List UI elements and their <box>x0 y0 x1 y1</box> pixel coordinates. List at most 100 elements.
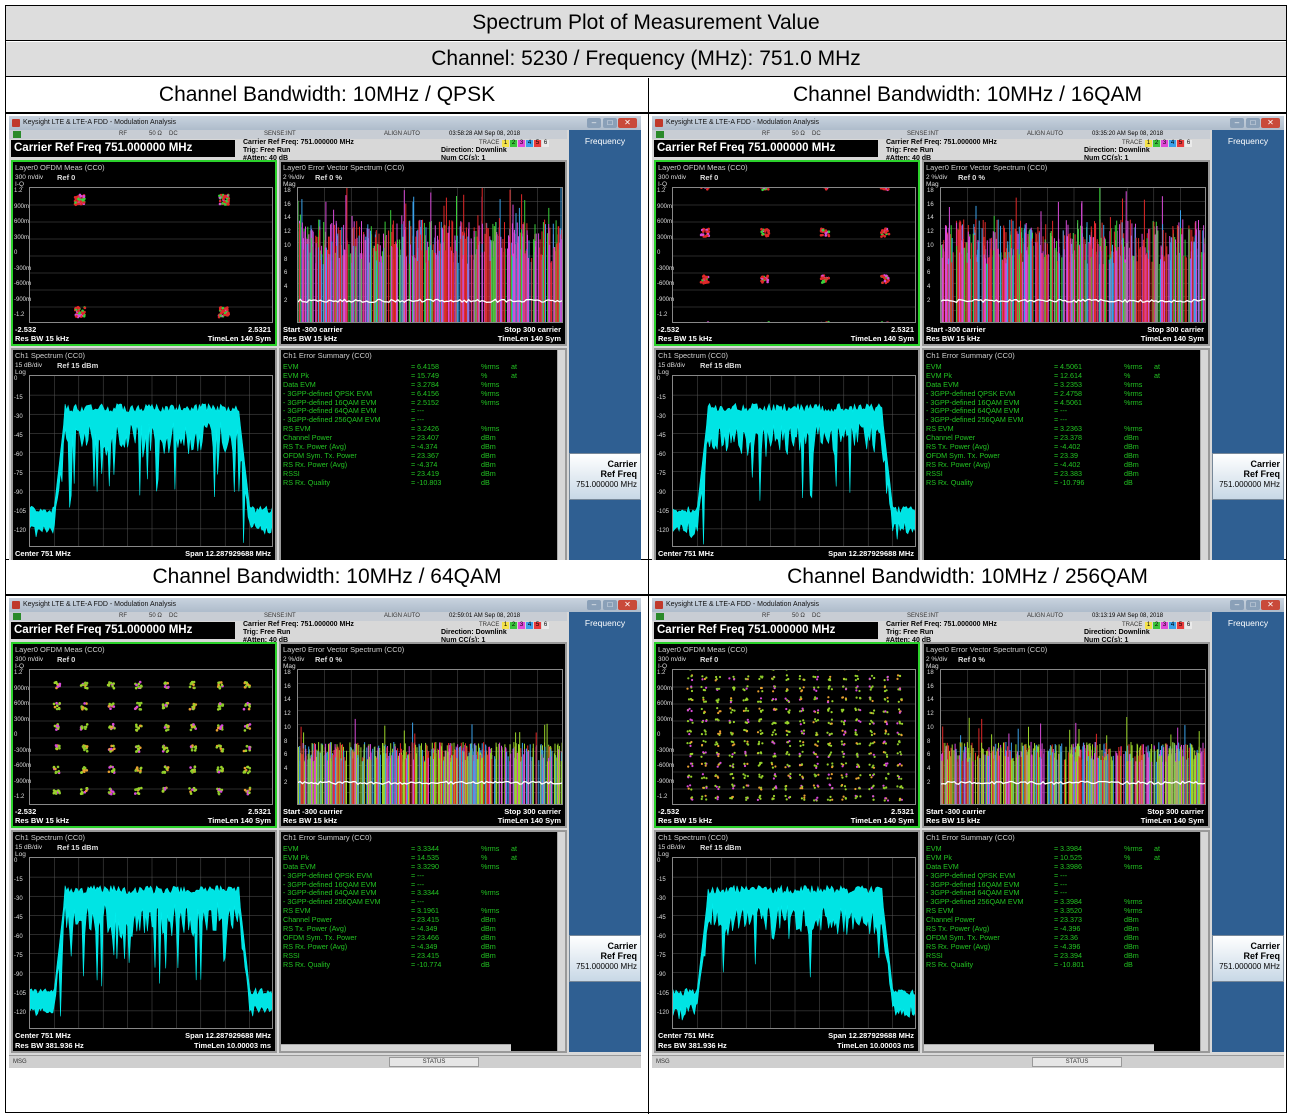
iq-point <box>135 705 139 709</box>
iq-point <box>746 740 749 743</box>
channel-spectrum-panel[interactable]: Ch1 Spectrum (CC0) 15 dB/div Ref 15 dBm … <box>11 830 277 1053</box>
error-vector-spectrum-panel[interactable]: Layer0 Error Vector Spectrum (CC0) 2 %/d… <box>279 160 567 346</box>
close-icon[interactable]: ✕ <box>1261 118 1280 128</box>
iq-point <box>718 675 722 679</box>
close-icon[interactable]: ✕ <box>618 600 637 610</box>
iq-point <box>758 775 761 778</box>
channel-spectrum-panel[interactable]: Ch1 Spectrum (CC0) 15 dB/div Ref 15 dBm … <box>654 348 920 571</box>
iq-point <box>133 707 137 711</box>
iq-point <box>701 233 705 236</box>
iq-constellation-panel[interactable]: Layer0 OFDM Meas (CC0) 300 m/div Ref 0 I… <box>654 160 920 346</box>
maximize-icon[interactable]: □ <box>1246 600 1260 610</box>
vertical-scrollbar[interactable] <box>557 350 565 569</box>
summary-row: EVM Pk = 14.535% at <box>283 853 521 863</box>
window-title: Keysight LTE & LTE-A FDD - Modulation An… <box>23 601 177 608</box>
minimize-icon[interactable]: – <box>1230 118 1244 128</box>
minimize-icon[interactable]: – <box>587 600 601 610</box>
carrier-ref-freq-display[interactable]: Carrier Ref Freq 751.000000 MHz <box>654 140 878 157</box>
iq-tick: 1.2 <box>657 670 666 676</box>
vertical-scrollbar[interactable] <box>557 832 565 1051</box>
error-vector-spectrum-panel[interactable]: Layer0 Error Vector Spectrum (CC0) 2 %/d… <box>922 642 1210 828</box>
iq-constellation-panel[interactable]: Layer0 OFDM Meas (CC0) 300 m/div Ref 0 I… <box>654 642 920 828</box>
iq-point <box>689 762 693 765</box>
panel-title: Layer0 OFDM Meas (CC0) <box>658 645 748 654</box>
summary-row: - 3GPP-defined QPSK EVM = 2.4758 %rms <box>926 389 1164 399</box>
iq-point <box>82 201 86 204</box>
minimize-icon[interactable]: – <box>1230 600 1244 610</box>
iq-point <box>813 710 816 713</box>
iq-point <box>107 791 111 794</box>
evs-stop: Stop 300 carrier <box>504 325 561 334</box>
app-icon <box>655 601 663 609</box>
iq-point <box>813 799 816 802</box>
iq-point <box>134 788 137 792</box>
iq-point <box>245 724 249 727</box>
timestamp: 03:13:19 AM Sep 08, 2018 <box>1092 613 1164 619</box>
iq-tick: 0 <box>14 250 18 256</box>
summary-unit: %rms <box>481 379 500 389</box>
summary-equals: = <box>411 959 416 969</box>
iq-point <box>110 726 113 729</box>
channel-spectrum-panel[interactable]: Ch1 Spectrum (CC0) 15 dB/div Ref 15 dBm … <box>11 348 277 571</box>
evs-tick: 12 <box>284 229 291 236</box>
iq-point <box>859 795 862 798</box>
iq-plot <box>672 187 916 323</box>
error-summary-panel[interactable]: Ch1 Error Summary (CC0) EVM = 4.5061 %rms at… <box>922 348 1210 571</box>
ref-level: Ref 0 <box>57 655 76 664</box>
carrier-ref-freq-display[interactable]: Carrier Ref Freq 751.000000 MHz <box>11 622 235 639</box>
iq-point <box>686 709 689 712</box>
panel-title: Ch1 Spectrum (CC0) <box>15 833 86 842</box>
spec-tick: -105 <box>14 509 27 515</box>
maximize-icon[interactable]: □ <box>1246 118 1260 128</box>
summary-row: RSSI = 23.415 dBm <box>283 951 521 961</box>
iq-point <box>784 721 787 724</box>
iq-point <box>732 766 735 769</box>
iq-point <box>759 669 761 670</box>
iq-point <box>705 281 709 284</box>
evs-tick: 10 <box>284 242 291 249</box>
error-vector-spectrum-panel[interactable]: Layer0 Error Vector Spectrum (CC0) 2 %/d… <box>279 642 567 828</box>
error-summary-panel[interactable]: Ch1 Error Summary (CC0) EVM = 3.3344 %rms at… <box>279 830 567 1053</box>
maximize-icon[interactable]: □ <box>603 118 617 128</box>
summary-value: 3.3290 <box>417 861 439 871</box>
carrier-ref-freq-display[interactable]: Carrier Ref Freq 751.000000 MHz <box>11 140 235 157</box>
iq-point <box>58 747 61 750</box>
carrier-ref-freq-softkey[interactable]: Carrier Ref Freq 751.000000 MHz <box>1212 453 1284 500</box>
trace-box: 2 <box>510 622 518 629</box>
iq-point <box>700 280 703 284</box>
carrier-ref-freq-display[interactable]: Carrier Ref Freq 751.000000 MHz <box>654 622 878 639</box>
iq-point <box>816 675 819 678</box>
summary-equals: = <box>411 477 416 487</box>
iq-point <box>84 727 87 730</box>
iq-constellation-panel[interactable]: Layer0 OFDM Meas (CC0) 300 m/div Ref 0 I… <box>11 642 277 828</box>
carrier-ref-freq-softkey[interactable]: Carrier Ref Freq 751.000000 MHz <box>569 453 641 500</box>
close-icon[interactable]: ✕ <box>618 118 637 128</box>
iq-point <box>885 321 888 322</box>
iq-constellation-panel[interactable]: Layer0 OFDM Meas (CC0) 300 m/div Ref 0 I… <box>11 160 277 346</box>
iq-tick: 900m <box>14 203 30 210</box>
error-summary-panel[interactable]: Ch1 Error Summary (CC0) EVM = 6.4158 %rms at… <box>279 348 567 571</box>
iq-point <box>800 763 804 766</box>
align-label: ALIGN AUTO <box>1027 131 1063 137</box>
iq-point <box>112 705 116 708</box>
iq-point <box>245 744 249 748</box>
iq-point <box>786 741 789 744</box>
vertical-scrollbar[interactable] <box>1200 350 1208 569</box>
minimize-icon[interactable]: – <box>587 118 601 128</box>
spec-tick: 0 <box>14 376 18 382</box>
iq-point <box>830 688 833 691</box>
iq-point <box>194 746 198 750</box>
maximize-icon[interactable]: □ <box>603 600 617 610</box>
summary-value: 15.749 <box>417 370 439 380</box>
iq-point <box>886 700 889 703</box>
horizontal-scrollbar[interactable] <box>281 1044 511 1051</box>
status-button[interactable]: STATUS <box>389 1057 479 1067</box>
error-vector-spectrum-panel[interactable]: Layer0 Error Vector Spectrum (CC0) 2 %/d… <box>922 160 1210 346</box>
summary-unit: dB <box>481 959 490 969</box>
iq-point <box>785 729 788 732</box>
carrier-ref-freq-softkey[interactable]: Carrier Ref Freq 751.000000 MHz <box>569 935 641 982</box>
iq-point <box>761 188 764 192</box>
iq-point <box>845 678 848 681</box>
close-icon[interactable]: ✕ <box>1261 600 1280 610</box>
iq-point <box>743 776 746 780</box>
